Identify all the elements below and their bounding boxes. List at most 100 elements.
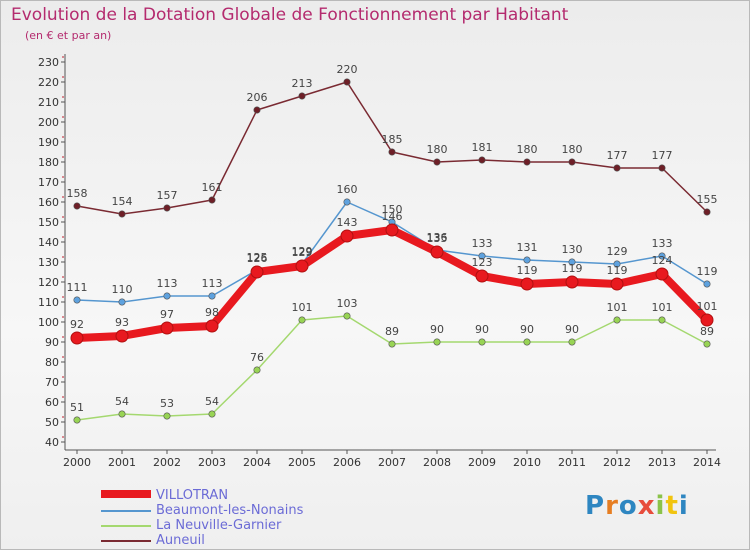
data-label: 119 <box>697 265 718 278</box>
data-label: 92 <box>70 318 84 331</box>
y-tick-label: 100 <box>38 316 59 329</box>
data-point <box>613 260 621 268</box>
data-label: 103 <box>337 297 358 310</box>
data-point <box>388 340 396 348</box>
data-label: 54 <box>115 395 129 408</box>
y-tick-label: 220 <box>38 76 59 89</box>
data-label: 89 <box>385 325 399 338</box>
x-tick-label: 2009 <box>468 456 496 469</box>
data-point <box>253 366 261 374</box>
data-label: 213 <box>292 77 313 90</box>
data-point <box>205 319 219 333</box>
y-tick-label: 50 <box>45 416 59 429</box>
data-point <box>343 312 351 320</box>
data-point <box>565 275 579 289</box>
chart-subtitle: (en € et par an) <box>25 29 112 42</box>
data-label: 119 <box>607 264 628 277</box>
y-tick-label: 230 <box>38 56 59 69</box>
data-label: 130 <box>562 243 583 256</box>
legend-swatch <box>101 510 151 512</box>
legend-label: La Neuville-Garnier <box>156 518 282 533</box>
data-point <box>73 202 81 210</box>
data-point <box>388 148 396 156</box>
x-tick-label: 2014 <box>693 456 721 469</box>
data-point <box>70 331 84 345</box>
data-label: 101 <box>652 301 673 314</box>
data-label: 180 <box>427 143 448 156</box>
data-label: 154 <box>112 195 133 208</box>
data-point <box>385 223 399 237</box>
data-label: 101 <box>607 301 628 314</box>
data-label: 76 <box>250 351 264 364</box>
data-point <box>613 164 621 172</box>
data-label: 97 <box>160 308 174 321</box>
x-tick-label: 2012 <box>603 456 631 469</box>
y-tick-label: 170 <box>38 176 59 189</box>
data-point <box>700 313 714 327</box>
data-label: 124 <box>652 254 673 267</box>
data-point <box>208 292 216 300</box>
data-point <box>658 164 666 172</box>
data-label: 119 <box>562 262 583 275</box>
data-point <box>160 321 174 335</box>
y-tick-label: 80 <box>45 356 59 369</box>
data-label: 155 <box>697 193 718 206</box>
data-point <box>703 208 711 216</box>
legend-label: Beaumont-les-Nonains <box>156 503 304 518</box>
data-point <box>250 265 264 279</box>
x-tick-label: 2002 <box>153 456 181 469</box>
data-point <box>163 412 171 420</box>
data-label: 126 <box>247 252 268 265</box>
legend-swatch <box>101 525 151 527</box>
y-tick-label: 130 <box>38 256 59 269</box>
data-point <box>568 258 576 266</box>
data-point <box>610 277 624 291</box>
data-label: 135 <box>427 232 448 245</box>
x-tick-label: 2007 <box>378 456 406 469</box>
y-tick-label: 150 <box>38 216 59 229</box>
data-point <box>658 252 666 260</box>
y-tick-label: 140 <box>38 236 59 249</box>
x-tick-label: 2001 <box>108 456 136 469</box>
data-label: 131 <box>517 241 538 254</box>
data-point <box>343 78 351 86</box>
data-point <box>208 196 216 204</box>
y-tick-label: 110 <box>38 296 59 309</box>
data-label: 177 <box>607 149 628 162</box>
x-tick-label: 2003 <box>198 456 226 469</box>
legend-label: VILLOTRAN <box>156 488 229 503</box>
y-tick-label: 160 <box>38 196 59 209</box>
data-point <box>568 158 576 166</box>
data-label: 136 <box>427 231 448 244</box>
data-point <box>118 410 126 418</box>
data-label: 89 <box>700 325 714 338</box>
data-label: 54 <box>205 395 219 408</box>
y-tick-label: 70 <box>45 376 59 389</box>
data-label: 185 <box>382 133 403 146</box>
data-point <box>253 106 261 114</box>
data-label: 119 <box>517 264 538 277</box>
data-point <box>613 316 621 324</box>
data-label: 101 <box>292 301 313 314</box>
data-label: 146 <box>382 210 403 223</box>
data-label: 90 <box>520 323 534 336</box>
x-tick-label: 2011 <box>558 456 586 469</box>
data-label: 113 <box>202 277 223 290</box>
data-label: 53 <box>160 397 174 410</box>
data-label: 161 <box>202 181 223 194</box>
data-label: 51 <box>70 401 84 414</box>
data-label: 181 <box>472 141 493 154</box>
data-point <box>478 156 486 164</box>
data-point <box>163 204 171 212</box>
y-tick-label: 200 <box>38 116 59 129</box>
legend-swatch <box>101 490 151 498</box>
data-label: 111 <box>67 281 88 294</box>
data-label: 220 <box>337 63 358 76</box>
data-label: 129 <box>292 246 313 259</box>
y-tick-label: 180 <box>38 156 59 169</box>
data-point <box>118 210 126 218</box>
data-point <box>298 316 306 324</box>
y-tick-label: 60 <box>45 396 59 409</box>
data-label: 90 <box>430 323 444 336</box>
